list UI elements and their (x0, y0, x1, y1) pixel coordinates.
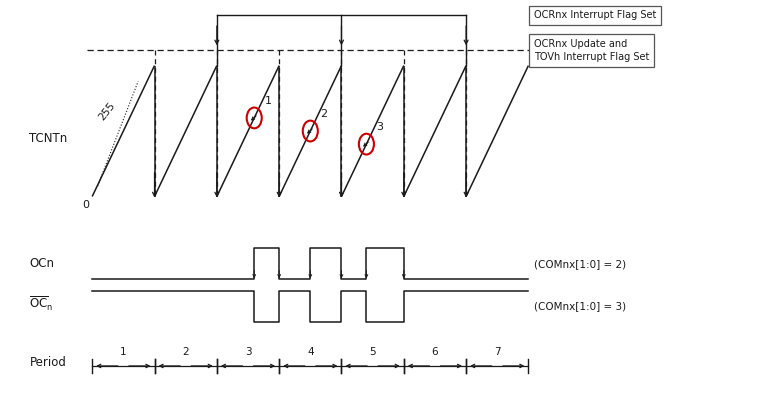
Text: 7: 7 (494, 347, 501, 358)
Text: OCRnx Interrupt Flag Set: OCRnx Interrupt Flag Set (534, 11, 656, 20)
Text: 2: 2 (320, 109, 328, 119)
Text: (COMnx[1:0] = 3): (COMnx[1:0] = 3) (534, 301, 626, 311)
Text: $\overline{\rm OC}_{\rm n}$: $\overline{\rm OC}_{\rm n}$ (29, 295, 54, 313)
Text: 0: 0 (82, 200, 89, 210)
Text: (COMnx[1:0] = 2): (COMnx[1:0] = 2) (534, 259, 626, 269)
Text: 5: 5 (369, 347, 376, 358)
Text: Period: Period (29, 356, 66, 369)
Text: 2: 2 (182, 347, 189, 358)
Text: 255: 255 (97, 101, 117, 123)
Text: TCNTn: TCNTn (29, 132, 68, 145)
Text: 6: 6 (432, 347, 439, 358)
Text: OCRnx Update and
TOVh Interrupt Flag Set: OCRnx Update and TOVh Interrupt Flag Set (534, 39, 649, 62)
Text: OCn: OCn (29, 257, 55, 270)
Text: 1: 1 (120, 347, 127, 358)
Text: 1: 1 (264, 95, 271, 106)
Text: 4: 4 (307, 347, 313, 358)
Text: 3: 3 (376, 122, 384, 132)
Text: 3: 3 (245, 347, 251, 358)
